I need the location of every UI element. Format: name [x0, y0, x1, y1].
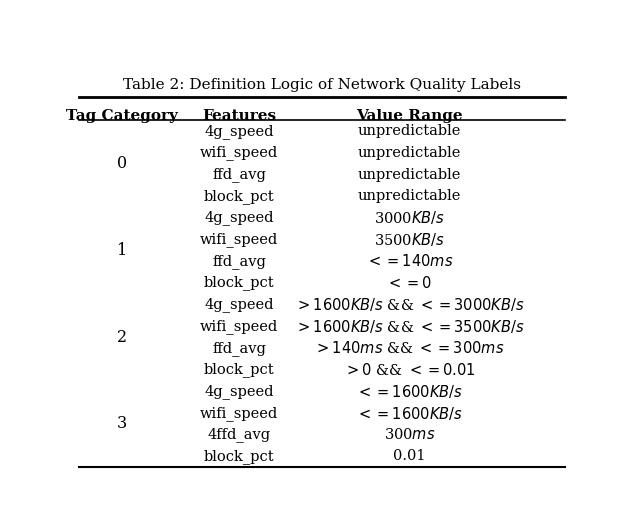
Text: wifi_speed: wifi_speed [200, 319, 278, 334]
Text: unpredictable: unpredictable [358, 124, 461, 138]
Text: $> 1600KB/s$ && $<= 3500KB/s$: $> 1600KB/s$ && $<= 3500KB/s$ [295, 318, 524, 335]
Text: ffd_avg: ffd_avg [212, 254, 266, 269]
Text: unpredictable: unpredictable [358, 168, 461, 181]
Text: $<= 0$: $<= 0$ [386, 275, 433, 291]
Text: 300$ms$: 300$ms$ [384, 427, 435, 442]
Text: $> 140ms$ && $<= 300ms$: $> 140ms$ && $<= 300ms$ [314, 340, 505, 356]
Text: unpredictable: unpredictable [358, 146, 461, 160]
Text: wifi_speed: wifi_speed [200, 145, 278, 160]
Text: block_pct: block_pct [204, 362, 274, 377]
Text: 0.01: 0.01 [393, 450, 426, 463]
Text: 2: 2 [117, 329, 127, 346]
Text: 1: 1 [117, 242, 127, 259]
Text: $> 1600KB/s$ && $<= 3000KB/s$: $> 1600KB/s$ && $<= 3000KB/s$ [295, 296, 524, 313]
Text: 4g_speed: 4g_speed [204, 124, 274, 139]
Text: block_pct: block_pct [204, 276, 274, 290]
Text: wifi_speed: wifi_speed [200, 406, 278, 421]
Text: wifi_speed: wifi_speed [200, 232, 278, 247]
Text: 0: 0 [117, 155, 127, 172]
Text: $<= 140ms$: $<= 140ms$ [365, 253, 453, 269]
Text: unpredictable: unpredictable [358, 189, 461, 203]
Text: block_pct: block_pct [204, 189, 274, 204]
Text: 4g_speed: 4g_speed [204, 211, 274, 226]
Text: ffd_avg: ffd_avg [212, 340, 266, 355]
Text: 4ffd_avg: 4ffd_avg [207, 427, 271, 442]
Text: 4g_speed: 4g_speed [204, 384, 274, 399]
Text: $<= 1600KB/s$: $<= 1600KB/s$ [356, 383, 463, 400]
Text: Features: Features [202, 109, 276, 123]
Text: Tag Category: Tag Category [67, 109, 178, 123]
Text: $> 0$ && $<= 0.01$: $> 0$ && $<= 0.01$ [344, 362, 475, 378]
Text: 3500$KB/s$: 3500$KB/s$ [374, 231, 445, 248]
Text: Table 2: Definition Logic of Network Quality Labels: Table 2: Definition Logic of Network Qua… [123, 78, 521, 92]
Text: $<= 1600KB/s$: $<= 1600KB/s$ [356, 405, 463, 422]
Text: ffd_avg: ffd_avg [212, 167, 266, 182]
Text: 4g_speed: 4g_speed [204, 297, 274, 312]
Text: block_pct: block_pct [204, 449, 274, 464]
Text: 3000$KB/s$: 3000$KB/s$ [374, 210, 445, 227]
Text: 3: 3 [117, 415, 127, 433]
Text: Value Range: Value Range [356, 109, 463, 123]
